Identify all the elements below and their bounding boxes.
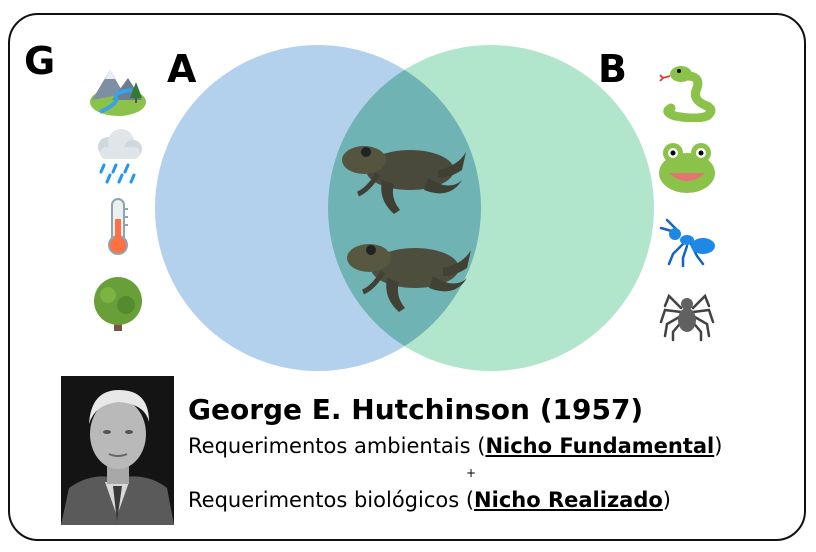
label-a: A (167, 47, 197, 91)
frog-icon (343, 228, 473, 318)
realized-niche-term: Nicho Realizado (474, 488, 663, 512)
fundamental-niche-term: Nicho Fundamental (485, 434, 715, 458)
label-g: G (24, 39, 56, 83)
line1-suffix: ) (714, 434, 723, 458)
frog-icon (338, 130, 468, 220)
line2-prefix: Requerimentos biológicos ( (188, 488, 475, 512)
landscape-icon (88, 60, 148, 120)
circle-overlap (328, 45, 481, 371)
snake-icon (657, 62, 717, 122)
plus-sign: + (466, 466, 477, 480)
caption-line-environmental: Requerimentos ambientais (Nicho Fundamen… (188, 434, 722, 458)
frog-face-icon (657, 137, 717, 197)
line2-suffix: ) (662, 488, 671, 512)
caption-line-biological: Requerimentos biológicos (Nicho Realizad… (188, 488, 671, 512)
tree-icon (88, 273, 148, 333)
line1-prefix: Requerimentos ambientais ( (188, 434, 486, 458)
caption-title: George E. Hutchinson (1957) (188, 393, 644, 426)
spider-icon (657, 282, 717, 342)
rain-cloud-icon (88, 125, 148, 185)
label-b: B (598, 47, 627, 91)
portrait-photo (61, 376, 174, 525)
ant-icon (657, 210, 717, 270)
thermometer-icon (88, 197, 148, 257)
